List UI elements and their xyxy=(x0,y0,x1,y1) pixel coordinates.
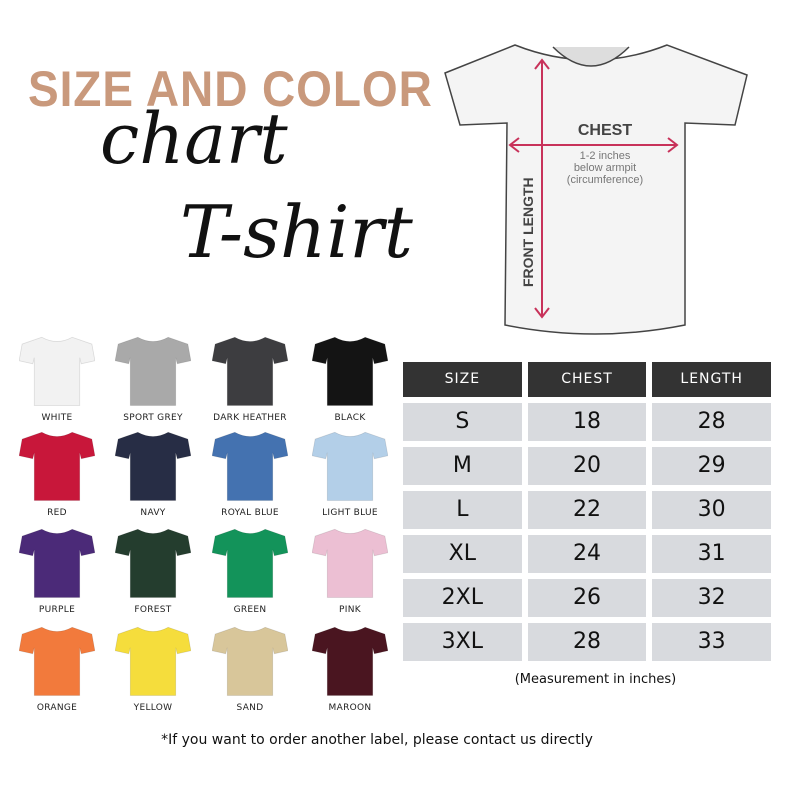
cell-chest: 22 xyxy=(527,491,647,529)
color-name: SAND xyxy=(236,703,264,713)
chest-note: 1-2 inches xyxy=(580,150,631,162)
color-name: ROYAL BLUE xyxy=(221,508,279,518)
table-caption: (Measurement in inches) xyxy=(514,672,677,687)
footnote: *If you want to order another label, ple… xyxy=(161,732,593,748)
cell-length: 30 xyxy=(652,491,772,529)
measure-arrows xyxy=(508,58,679,319)
color-swatch: RED xyxy=(9,430,105,518)
table-row: 3XL 28 33 xyxy=(403,623,772,661)
tshirt-icon xyxy=(19,336,95,406)
color-swatch: WHITE xyxy=(9,335,105,423)
color-swatch: SAND xyxy=(202,625,298,713)
cell-length: 31 xyxy=(652,535,772,573)
tshirt-icon xyxy=(312,528,388,598)
tshirt-icon xyxy=(115,626,191,696)
table-row: S 18 28 xyxy=(403,403,772,441)
table-row: XL 24 31 xyxy=(403,535,772,573)
cell-chest: 26 xyxy=(527,579,647,617)
color-swatch: DARK HEATHER xyxy=(202,335,298,423)
tshirt-icon xyxy=(312,336,388,406)
chest-note: (circumference) xyxy=(567,174,643,186)
size-table: SIZE CHEST LENGTH S 18 28 M 20 29 L 22 30 XL 24 31 2… xyxy=(403,362,772,661)
cell-length: 28 xyxy=(652,403,772,441)
tshirt-icon xyxy=(115,528,191,598)
color-name: PINK xyxy=(339,605,361,615)
color-name: MAROON xyxy=(328,703,372,713)
color-name: RED xyxy=(47,508,67,518)
color-swatch: GREEN xyxy=(202,527,298,615)
color-swatch: SPORT GREY xyxy=(105,335,201,423)
color-swatch: NAVY xyxy=(105,430,201,518)
tshirt-icon xyxy=(312,626,388,696)
color-swatch: ROYAL BLUE xyxy=(202,430,298,518)
table-row: M 20 29 xyxy=(403,447,772,485)
header-length: LENGTH xyxy=(652,362,772,397)
color-name: NAVY xyxy=(140,508,166,518)
title-size-and-color: SIZE AND COLOR xyxy=(28,61,433,117)
color-swatch: ORANGE xyxy=(9,625,105,713)
color-name: DARK HEATHER xyxy=(213,413,287,423)
cell-chest: 24 xyxy=(527,535,647,573)
color-swatch: BLACK xyxy=(302,335,398,423)
tshirt-measurement-diagram: CHEST 1-2 inches below armpit (circumfer… xyxy=(444,44,748,335)
tshirt-icon xyxy=(19,431,95,501)
color-name: FOREST xyxy=(134,605,172,615)
color-name: WHITE xyxy=(41,413,73,423)
color-name: YELLOW xyxy=(133,703,173,713)
header-chest: CHEST xyxy=(527,362,647,397)
cell-chest: 20 xyxy=(527,447,647,485)
color-swatch: YELLOW xyxy=(105,625,201,713)
color-name: PURPLE xyxy=(38,605,76,615)
header-size: SIZE xyxy=(403,362,522,397)
title-tshirt: T-shirt xyxy=(180,190,413,274)
color-swatch: MAROON xyxy=(302,625,398,713)
tshirt-icon xyxy=(19,528,95,598)
color-name: BLACK xyxy=(334,413,366,423)
color-name: ORANGE xyxy=(36,703,78,713)
cell-size: XL xyxy=(403,535,522,573)
color-swatch: FOREST xyxy=(105,527,201,615)
cell-length: 29 xyxy=(652,447,772,485)
title-chart: chart xyxy=(100,98,288,180)
cell-length: 32 xyxy=(652,579,772,617)
cell-size: L xyxy=(403,491,522,529)
color-swatch: PURPLE xyxy=(9,527,105,615)
cell-size: M xyxy=(403,447,522,485)
chest-label: CHEST xyxy=(578,122,632,139)
color-name: LIGHT BLUE xyxy=(322,508,378,518)
cell-length: 33 xyxy=(652,623,772,661)
cell-chest: 28 xyxy=(527,623,647,661)
tshirt-icon xyxy=(212,626,288,696)
cell-size: 2XL xyxy=(403,579,522,617)
color-swatch: PINK xyxy=(302,527,398,615)
front-length-label: FRONT LENGTH xyxy=(520,177,536,287)
cell-size: 3XL xyxy=(403,623,522,661)
table-header: SIZE CHEST LENGTH xyxy=(403,362,772,397)
cell-chest: 18 xyxy=(527,403,647,441)
tshirt-icon xyxy=(115,431,191,501)
color-swatch: LIGHT BLUE xyxy=(302,430,398,518)
table-row: 2XL 26 32 xyxy=(403,579,772,617)
chest-note: below armpit xyxy=(574,162,636,174)
tshirt-icon xyxy=(212,431,288,501)
color-name: GREEN xyxy=(233,605,267,615)
tshirt-icon xyxy=(212,336,288,406)
cell-size: S xyxy=(403,403,522,441)
tshirt-icon xyxy=(212,528,288,598)
table-row: L 22 30 xyxy=(403,491,772,529)
color-name: SPORT GREY xyxy=(123,413,183,423)
tshirt-icon xyxy=(115,336,191,406)
tshirt-icon xyxy=(19,626,95,696)
tshirt-icon xyxy=(312,431,388,501)
